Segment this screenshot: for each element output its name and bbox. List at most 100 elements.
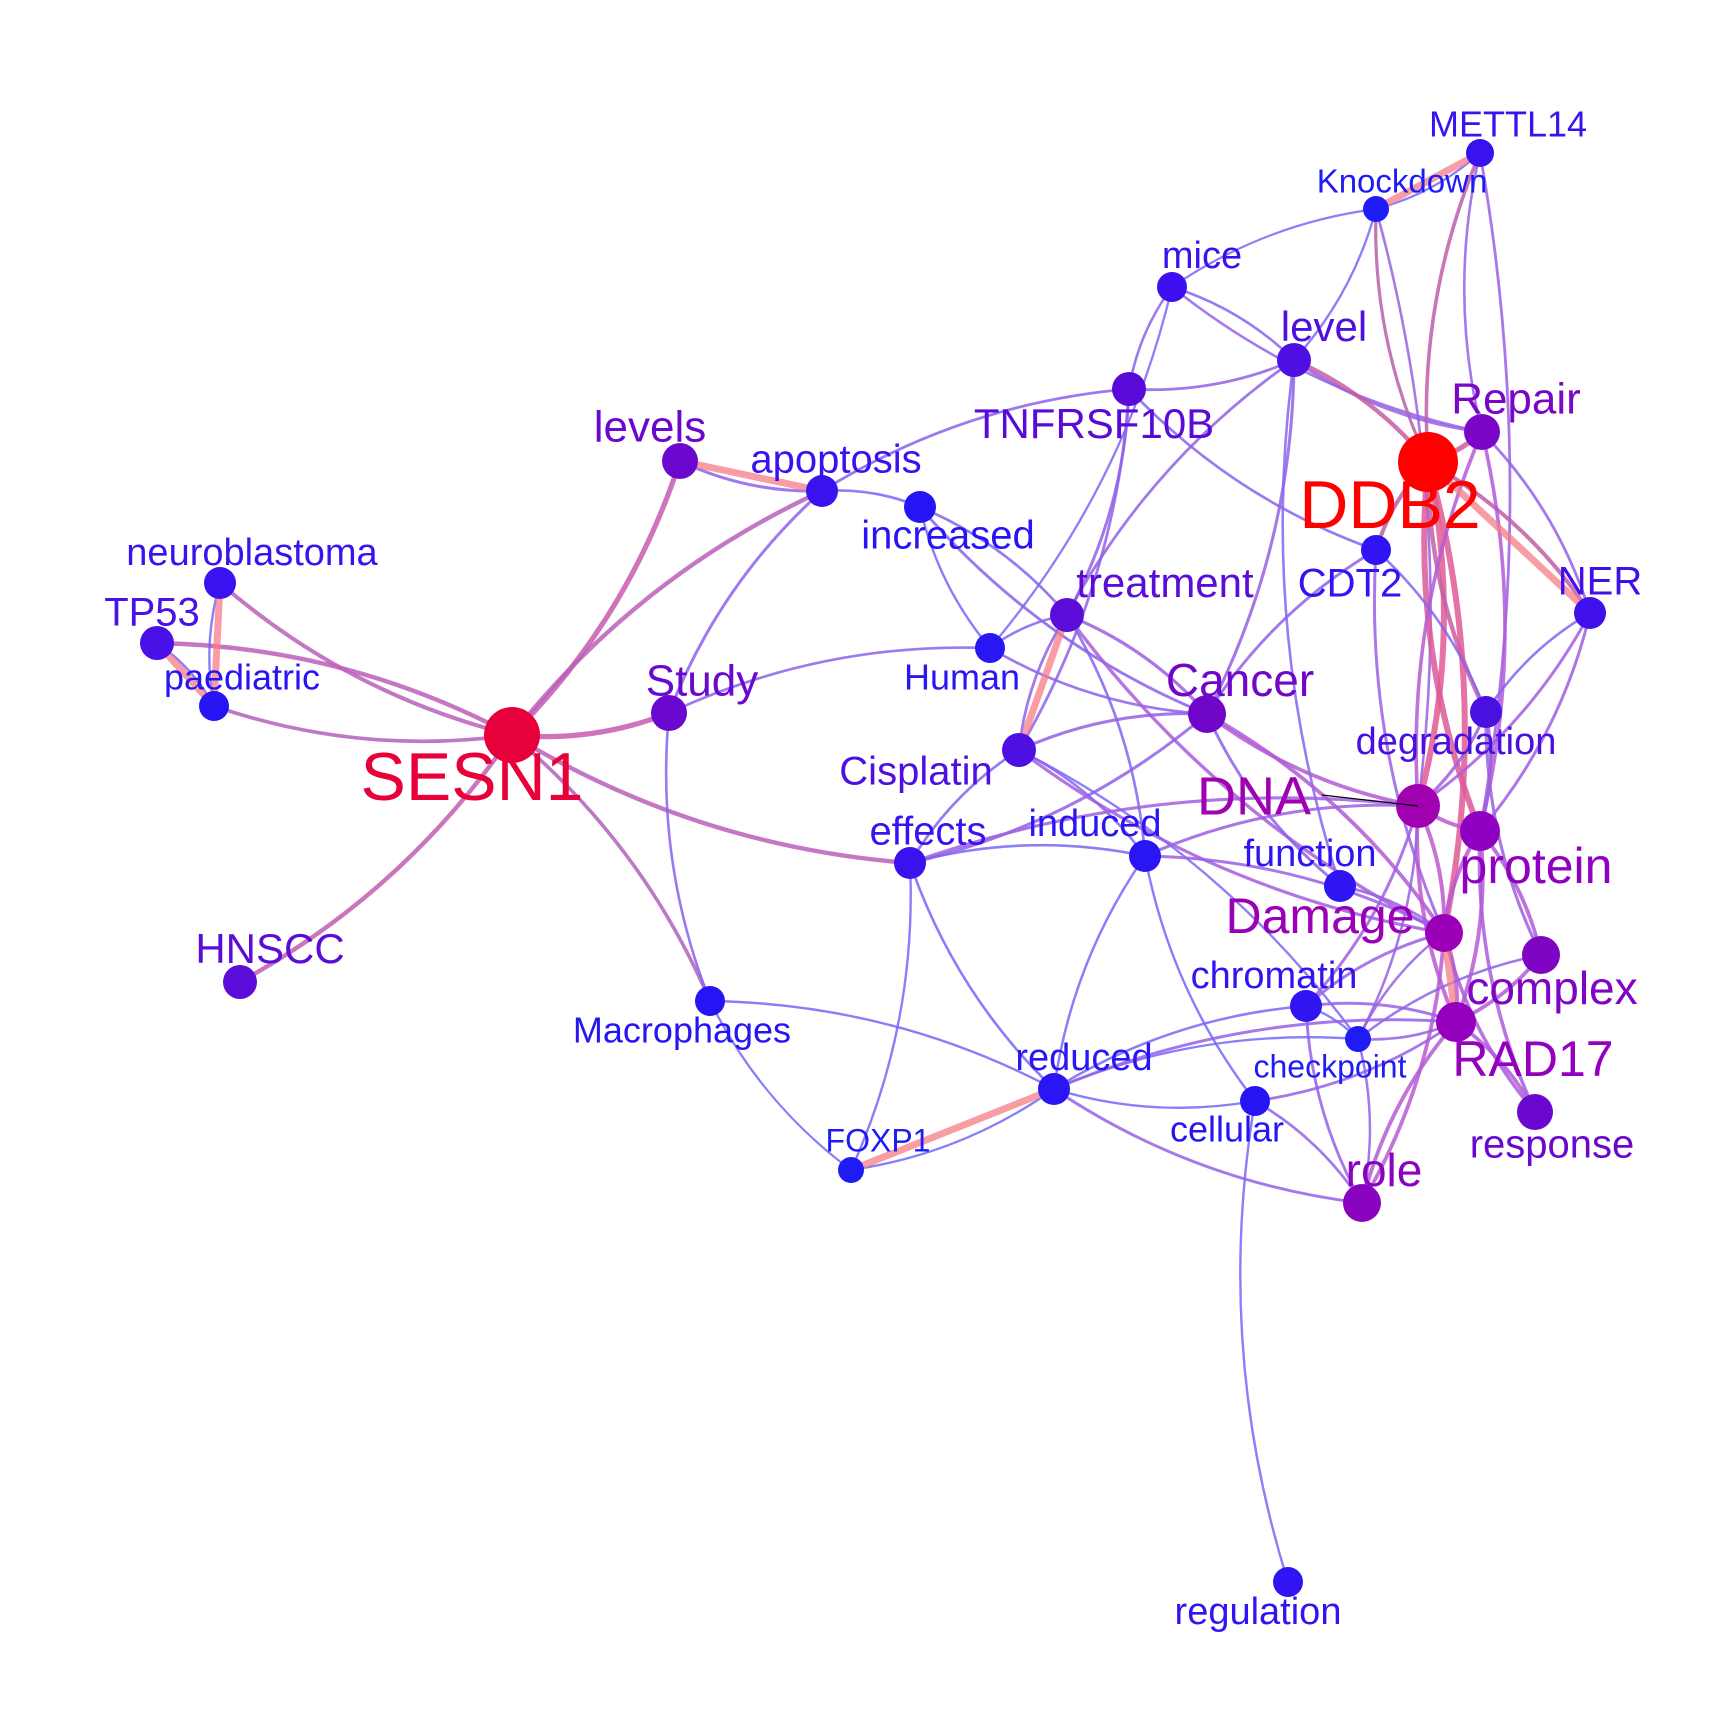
edge-induced-cellular: [1143, 854, 1257, 1103]
edge-ddb2-protein: [1421, 459, 1483, 834]
edge-mice-level: [1170, 285, 1296, 362]
node-foxp1[interactable]: [838, 1157, 864, 1183]
node-cancer[interactable]: [1188, 695, 1226, 733]
node-checkpoint[interactable]: [1345, 1026, 1371, 1052]
edge-protein-response: [1477, 829, 1537, 1114]
edge-repair-protein: [1478, 430, 1507, 833]
edge-sesn1-tp53: [154, 640, 515, 738]
node-regulation[interactable]: [1273, 1567, 1303, 1597]
edge-sesn1-effects: [509, 732, 913, 866]
node-tnfrsf10b[interactable]: [1112, 372, 1146, 406]
node-label-sesn1: SESN1: [361, 739, 584, 815]
node-induced[interactable]: [1129, 840, 1161, 872]
edge-cellular-rad17: [1253, 1020, 1458, 1103]
edge-effects-foxp1: [849, 861, 912, 1172]
node-neuroblastoma[interactable]: [204, 567, 236, 599]
edge-tnfrsf10b-cisplatin: [1017, 387, 1131, 752]
node-mice[interactable]: [1157, 272, 1187, 302]
edge-ddb2-dna: [1415, 459, 1447, 809]
edge-dna-induced: [1143, 803, 1420, 858]
node-cellular[interactable]: [1240, 1086, 1270, 1116]
node-tp53[interactable]: [140, 626, 174, 660]
edge-repair-ner: [1480, 430, 1592, 615]
node-damage[interactable]: [1425, 914, 1463, 952]
edge-complex-checkpoint: [1356, 953, 1543, 1041]
edge-sesn1-apoptosis: [509, 488, 825, 738]
node-label-role: role: [1346, 1144, 1423, 1196]
edge-ner-dna: [1416, 611, 1592, 808]
node-label-dna: DNA: [1197, 766, 1311, 826]
edge-apoptosis-tnfrsf10b: [820, 387, 1131, 493]
edge-mice-human: [988, 285, 1174, 650]
edge-cancer-damage: [1205, 712, 1446, 935]
node-levels[interactable]: [662, 443, 698, 479]
edge-effects-induced: [908, 843, 1147, 865]
edge-knockdown-level: [1292, 207, 1378, 362]
node-effects[interactable]: [894, 847, 926, 879]
edge-macrophages-reduced: [708, 999, 1056, 1091]
node-macrophages[interactable]: [695, 986, 725, 1016]
node-rad17[interactable]: [1436, 1002, 1476, 1042]
node-role[interactable]: [1343, 1184, 1381, 1222]
node-label-levels: levels: [594, 403, 707, 452]
edge-mettl14-protein: [1478, 151, 1512, 833]
node-label-tnfrsf10b: TNFRSF10B: [974, 400, 1214, 447]
edge-cancer-effects: [908, 712, 1209, 865]
node-level[interactable]: [1277, 343, 1311, 377]
node-reduced[interactable]: [1038, 1073, 1070, 1105]
edge-level-tnfrsf10b: [1127, 358, 1296, 392]
node-protein[interactable]: [1460, 811, 1500, 851]
edge-increased-treatment: [918, 505, 1069, 617]
node-study[interactable]: [651, 695, 687, 731]
node-hnscc[interactable]: [223, 965, 257, 999]
node-chromatin[interactable]: [1290, 990, 1322, 1022]
node-cdt2[interactable]: [1361, 535, 1391, 565]
node-treatment[interactable]: [1050, 598, 1084, 632]
node-mettl14[interactable]: [1466, 139, 1494, 167]
edge-sesn1-levels: [509, 458, 683, 738]
node-ddb2[interactable]: [1398, 432, 1458, 492]
node-layer: [140, 139, 1606, 1597]
node-label-foxp1: FOXP1: [826, 1122, 931, 1158]
node-label-reduced: reduced: [1015, 1037, 1152, 1079]
edge-cdt2-degradation: [1374, 548, 1488, 714]
node-cisplatin[interactable]: [1002, 733, 1036, 767]
strong-edge-ddb2-ner: [1424, 458, 1594, 617]
node-paediatric[interactable]: [199, 691, 229, 721]
node-knockdown[interactable]: [1363, 196, 1389, 222]
edge-dna-chromatin: [1304, 804, 1420, 1008]
edge-cisplatin-damage: [1017, 748, 1446, 935]
node-degradation[interactable]: [1470, 696, 1502, 728]
node-label-checkpoint: checkpoint: [1254, 1048, 1407, 1084]
node-label-cdt2: CDT2: [1298, 562, 1402, 606]
edge-chromatin-reduced: [1052, 1004, 1308, 1091]
edge-reduced-role: [1052, 1087, 1364, 1205]
edge-reduced-rad17: [1052, 1018, 1458, 1091]
node-complex[interactable]: [1522, 936, 1560, 974]
node-ner[interactable]: [1574, 597, 1606, 629]
node-label-degradation: degradation: [1356, 721, 1557, 763]
edge-increased-human: [918, 505, 992, 650]
node-function[interactable]: [1324, 870, 1356, 902]
node-increased[interactable]: [904, 491, 936, 523]
edge-treatment-cancer: [1065, 613, 1209, 716]
node-label-protein: protein: [1460, 838, 1613, 894]
edge-reduced-foxp1: [849, 1087, 1056, 1172]
node-label-cancer: Cancer: [1166, 654, 1314, 706]
node-human[interactable]: [975, 633, 1005, 663]
node-label-hnscc: HNSCC: [195, 925, 344, 972]
edge-rad17-role: [1360, 1020, 1458, 1205]
strong-edge-cisplatin-treatment: [1015, 611, 1071, 754]
node-label-increased: increased: [861, 514, 1034, 558]
edge-study-human: [667, 646, 992, 715]
edge-induced-reduced: [1052, 854, 1147, 1091]
node-label-function: function: [1243, 833, 1376, 875]
edge-chromatin-role: [1304, 1004, 1364, 1205]
strong-edge-levels-apoptosis: [676, 457, 826, 495]
node-label-study: Study: [646, 657, 759, 706]
node-response[interactable]: [1517, 1094, 1553, 1130]
node-apoptosis[interactable]: [806, 475, 838, 507]
node-label-ner: NER: [1558, 560, 1642, 604]
node-sesn1[interactable]: [484, 707, 540, 763]
node-repair[interactable]: [1464, 414, 1500, 450]
